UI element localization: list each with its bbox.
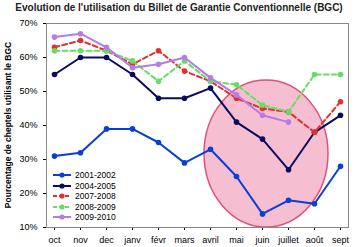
svg-text:mars: mars xyxy=(175,235,195,245)
html-text:2004-2005: 2004-2005 xyxy=(75,180,116,191)
svg-text:août: août xyxy=(306,235,324,245)
svg-text:févr: févr xyxy=(151,235,166,245)
svg-text:nov: nov xyxy=(73,235,88,245)
svg-text:juin: juin xyxy=(254,235,269,245)
svg-text:60%: 60% xyxy=(19,52,37,62)
svg-text:oct: oct xyxy=(48,235,61,245)
svg-text:50%: 50% xyxy=(19,86,37,96)
svg-text:dec: dec xyxy=(99,235,114,245)
svg-text:10%: 10% xyxy=(19,222,37,232)
svg-text:30%: 30% xyxy=(19,154,37,164)
html-text:2009-2010: 2009-2010 xyxy=(75,212,116,223)
svg-text:70%: 70% xyxy=(19,18,37,28)
svg-text:40%: 40% xyxy=(19,120,37,130)
html-text:2001-2002: 2001-2002 xyxy=(75,170,116,181)
svg-text:juillet: juillet xyxy=(277,235,299,245)
svg-text:mai: mai xyxy=(229,235,244,245)
svg-text:sept: sept xyxy=(332,235,350,245)
html-text:Evolution de l'utilisation du: Evolution de l'utilisation du Billet de … xyxy=(15,2,343,13)
svg-text:janv: janv xyxy=(123,235,141,245)
svg-text:avril: avril xyxy=(202,235,219,245)
svg-text:20%: 20% xyxy=(19,188,37,198)
svg-text:Pourcentage de cheptels utilis: Pourcentage de cheptels utilisant le BGC xyxy=(3,42,13,208)
html-text:2007-2008: 2007-2008 xyxy=(75,191,116,202)
html-text:2008-2009: 2008-2009 xyxy=(75,201,116,212)
